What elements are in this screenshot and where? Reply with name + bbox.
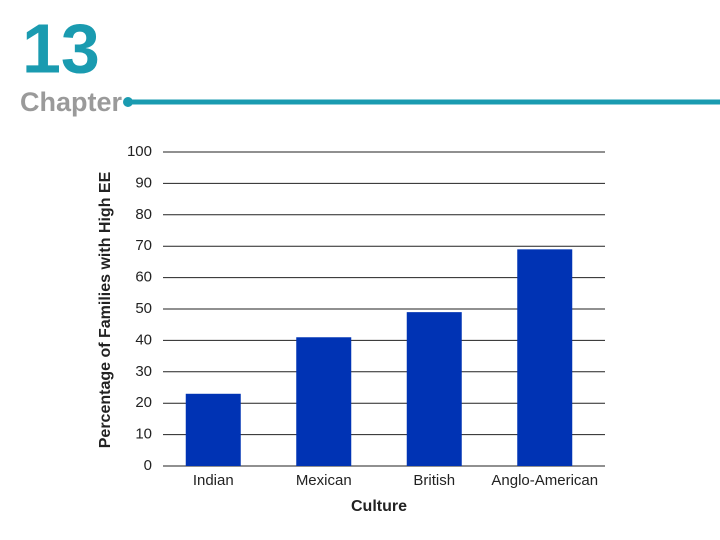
y-tick-label: 0	[144, 457, 152, 474]
y-tick-label: 60	[135, 269, 152, 286]
x-tick-label: Anglo-American	[491, 472, 598, 489]
header-dot	[123, 97, 133, 107]
y-tick-label: 90	[135, 174, 152, 191]
y-tick-label: 50	[135, 300, 152, 317]
bar	[406, 312, 462, 466]
x-tick-label: British	[413, 472, 455, 489]
y-tick-label: 80	[135, 206, 152, 223]
x-tick-label: Mexican	[296, 472, 352, 489]
y-tick-label: 30	[135, 363, 152, 380]
x-tick-label: Indian	[193, 472, 234, 489]
y-tick-label: 10	[135, 426, 152, 443]
y-tick-label: 20	[135, 394, 152, 411]
y-tick-label: 40	[135, 331, 152, 348]
bar	[296, 337, 352, 466]
x-axis-label: Culture	[351, 498, 407, 515]
chapter-label: Chapter	[20, 87, 123, 117]
chapter-number: 13	[22, 9, 100, 87]
y-tick-label: 100	[127, 143, 152, 160]
y-axis-label: Percentage of Families with High EE	[97, 171, 114, 448]
y-tick-label: 70	[135, 237, 152, 254]
bar	[185, 393, 241, 466]
bar	[517, 249, 573, 466]
